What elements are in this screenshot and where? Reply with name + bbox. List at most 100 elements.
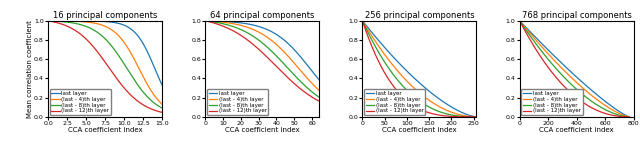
(last - 12)th layer	[263, 56, 271, 58]
(last - 4)th layer	[166, 108, 173, 110]
(last - 4)th layer	[358, 20, 366, 22]
last layer	[256, 26, 264, 28]
(last - 4)th layer	[102, 26, 110, 28]
last layer	[44, 20, 52, 22]
last layer	[102, 21, 109, 23]
(last - 8)th layer	[575, 90, 582, 92]
Line: (last - 4)th layer: (last - 4)th layer	[205, 21, 319, 91]
Line: (last - 4)th layer: (last - 4)th layer	[520, 21, 629, 117]
(last - 12)th layer	[163, 112, 170, 114]
last layer	[144, 51, 152, 53]
(last - 8)th layer	[312, 94, 320, 96]
(last - 12)th layer	[420, 110, 428, 112]
(last - 12)th layer	[625, 116, 633, 118]
(last - 8)th layer	[110, 48, 118, 50]
(last - 12)th layer	[516, 20, 524, 22]
last layer	[102, 21, 110, 23]
(last - 12)th layer	[110, 73, 118, 75]
(last - 4)th layer	[102, 26, 109, 28]
Line: (last - 12)th layer: (last - 12)th layer	[520, 21, 629, 117]
(last - 4)th layer	[575, 84, 582, 85]
Legend: last layer, (last - 4)th layer, (last - 8)th layer, (last - 12)th layer: last layer, (last - 4)th layer, (last - …	[207, 89, 268, 115]
Line: (last - 4)th layer: (last - 4)th layer	[48, 21, 170, 109]
(last - 8)th layer	[452, 115, 460, 117]
(last - 4)th layer	[295, 67, 303, 69]
(last - 12)th layer	[568, 93, 576, 95]
(last - 8)th layer	[413, 98, 420, 100]
(last - 8)th layer	[102, 39, 110, 41]
(last - 4)th layer	[163, 107, 170, 109]
(last - 8)th layer	[116, 57, 124, 59]
(last - 4)th layer	[568, 77, 575, 79]
Legend: last layer, (last - 4)th layer, (last - 8)th layer, (last - 12)th layer: last layer, (last - 4)th layer, (last - …	[522, 89, 582, 115]
Title: 768 principal components: 768 principal components	[522, 11, 632, 20]
Line: (last - 4)th layer: (last - 4)th layer	[362, 21, 476, 117]
Legend: last layer, (last - 4)th layer, (last - 8)th layer, (last - 12)th layer: last layer, (last - 4)th layer, (last - …	[50, 89, 111, 115]
(last - 8)th layer	[581, 95, 589, 97]
(last - 12)th layer	[316, 100, 323, 102]
X-axis label: CCA coefficient index: CCA coefficient index	[68, 127, 142, 133]
Line: (last - 12)th layer: (last - 12)th layer	[205, 21, 319, 101]
Line: (last - 8)th layer: (last - 8)th layer	[362, 21, 476, 117]
last layer	[316, 79, 323, 81]
(last - 12)th layer	[358, 20, 366, 22]
(last - 4)th layer	[568, 77, 576, 79]
last layer	[470, 116, 477, 117]
(last - 4)th layer	[426, 100, 434, 102]
(last - 4)th layer	[581, 89, 589, 91]
Line: last layer: last layer	[205, 21, 319, 80]
(last - 4)th layer	[116, 37, 124, 39]
last layer	[358, 20, 366, 22]
last layer	[575, 78, 582, 80]
(last - 8)th layer	[605, 111, 613, 112]
(last - 4)th layer	[420, 96, 428, 98]
(last - 8)th layer	[102, 38, 109, 40]
(last - 12)th layer	[102, 63, 110, 65]
(last - 12)th layer	[269, 62, 277, 64]
(last - 12)th layer	[575, 99, 582, 100]
last layer	[202, 20, 209, 22]
Line: last layer: last layer	[362, 21, 476, 117]
(last - 8)th layer	[516, 20, 524, 22]
(last - 12)th layer	[144, 106, 152, 108]
last layer	[166, 97, 173, 99]
(last - 8)th layer	[316, 96, 323, 98]
(last - 12)th layer	[426, 112, 434, 114]
last layer	[568, 72, 576, 74]
(last - 12)th layer	[605, 114, 613, 116]
(last - 8)th layer	[295, 79, 303, 80]
last layer	[623, 115, 630, 117]
(last - 12)th layer	[472, 116, 480, 118]
(last - 8)th layer	[163, 109, 170, 111]
(last - 4)th layer	[269, 41, 277, 43]
(last - 4)th layer	[44, 20, 52, 22]
(last - 4)th layer	[312, 87, 320, 89]
(last - 4)th layer	[516, 20, 524, 22]
(last - 8)th layer	[263, 46, 271, 48]
(last - 12)th layer	[413, 106, 420, 108]
(last - 8)th layer	[166, 110, 173, 112]
last layer	[263, 28, 271, 30]
(last - 12)th layer	[470, 116, 477, 118]
last layer	[295, 54, 303, 56]
Legend: last layer, (last - 4)th layer, (last - 8)th layer, (last - 12)th layer: last layer, (last - 4)th layer, (last - …	[364, 89, 426, 115]
Line: (last - 8)th layer: (last - 8)th layer	[48, 21, 170, 111]
last layer	[472, 116, 480, 118]
(last - 8)th layer	[625, 116, 633, 118]
last layer	[420, 86, 428, 88]
(last - 8)th layer	[472, 116, 480, 118]
(last - 8)th layer	[202, 20, 209, 22]
last layer	[413, 79, 420, 81]
(last - 4)th layer	[452, 113, 460, 115]
Line: (last - 8)th layer: (last - 8)th layer	[520, 21, 629, 117]
(last - 12)th layer	[166, 113, 173, 115]
(last - 12)th layer	[44, 20, 52, 22]
last layer	[625, 116, 633, 118]
(last - 4)th layer	[202, 20, 209, 22]
last layer	[312, 76, 320, 78]
(last - 4)th layer	[625, 116, 633, 118]
(last - 12)th layer	[202, 20, 209, 22]
(last - 12)th layer	[568, 93, 575, 95]
(last - 8)th layer	[568, 84, 575, 86]
(last - 4)th layer	[316, 90, 323, 92]
